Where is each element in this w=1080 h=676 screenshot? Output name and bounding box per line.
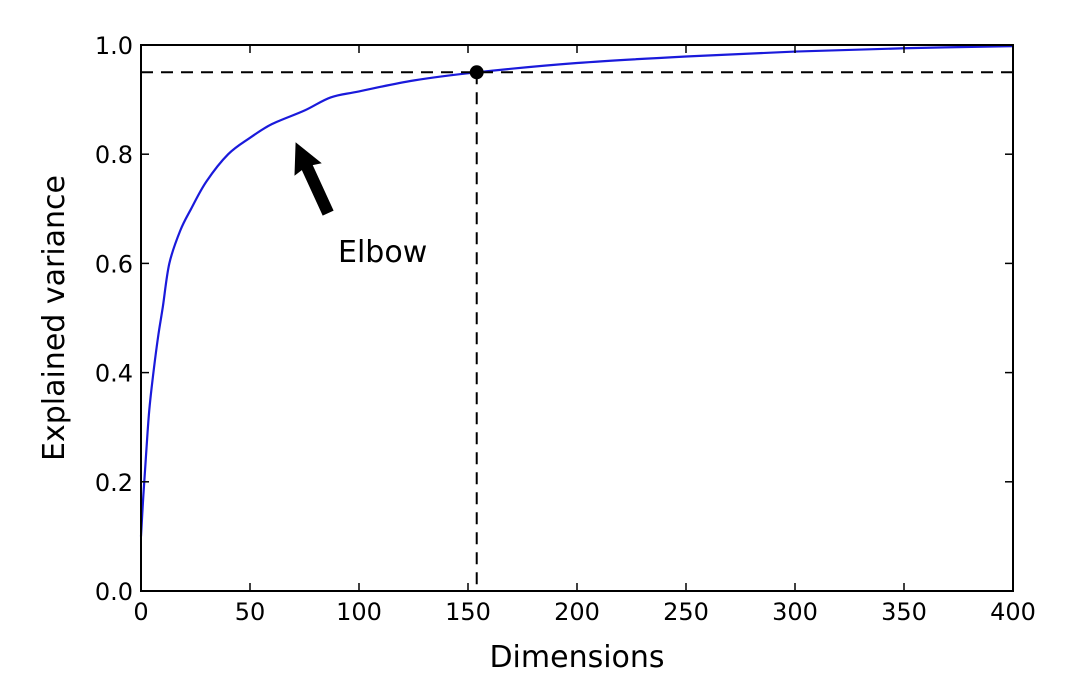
elbow-arrow	[294, 142, 334, 216]
y-axis-label: Explained variance	[37, 175, 72, 461]
x-tick-label: 250	[663, 598, 709, 626]
y-tick-label: 0.2	[95, 469, 133, 497]
x-tick-label: 150	[445, 598, 491, 626]
y-tick-label: 0.6	[95, 250, 133, 278]
threshold-point	[469, 65, 484, 80]
series-line-0	[139, 44, 1014, 537]
x-tick-label: 50	[235, 598, 266, 626]
x-axis-label: Dimensions	[489, 640, 664, 675]
arrow-shape	[294, 142, 334, 216]
y-tick-label: 1.0	[95, 32, 133, 60]
x-tick-label: 400	[990, 598, 1036, 626]
x-tick-label: 200	[554, 598, 600, 626]
y-tick-label: 0.0	[95, 578, 133, 606]
x-tick-label: 0	[133, 598, 148, 626]
x-tick-label: 350	[881, 598, 927, 626]
plot-frame	[140, 44, 1014, 592]
x-tick-label: 100	[336, 598, 382, 626]
y-tick-label: 0.8	[95, 141, 133, 169]
elbow-annotation: Elbow	[338, 235, 427, 270]
x-tick-label: 300	[772, 598, 818, 626]
y-tick-label: 0.4	[95, 360, 133, 388]
